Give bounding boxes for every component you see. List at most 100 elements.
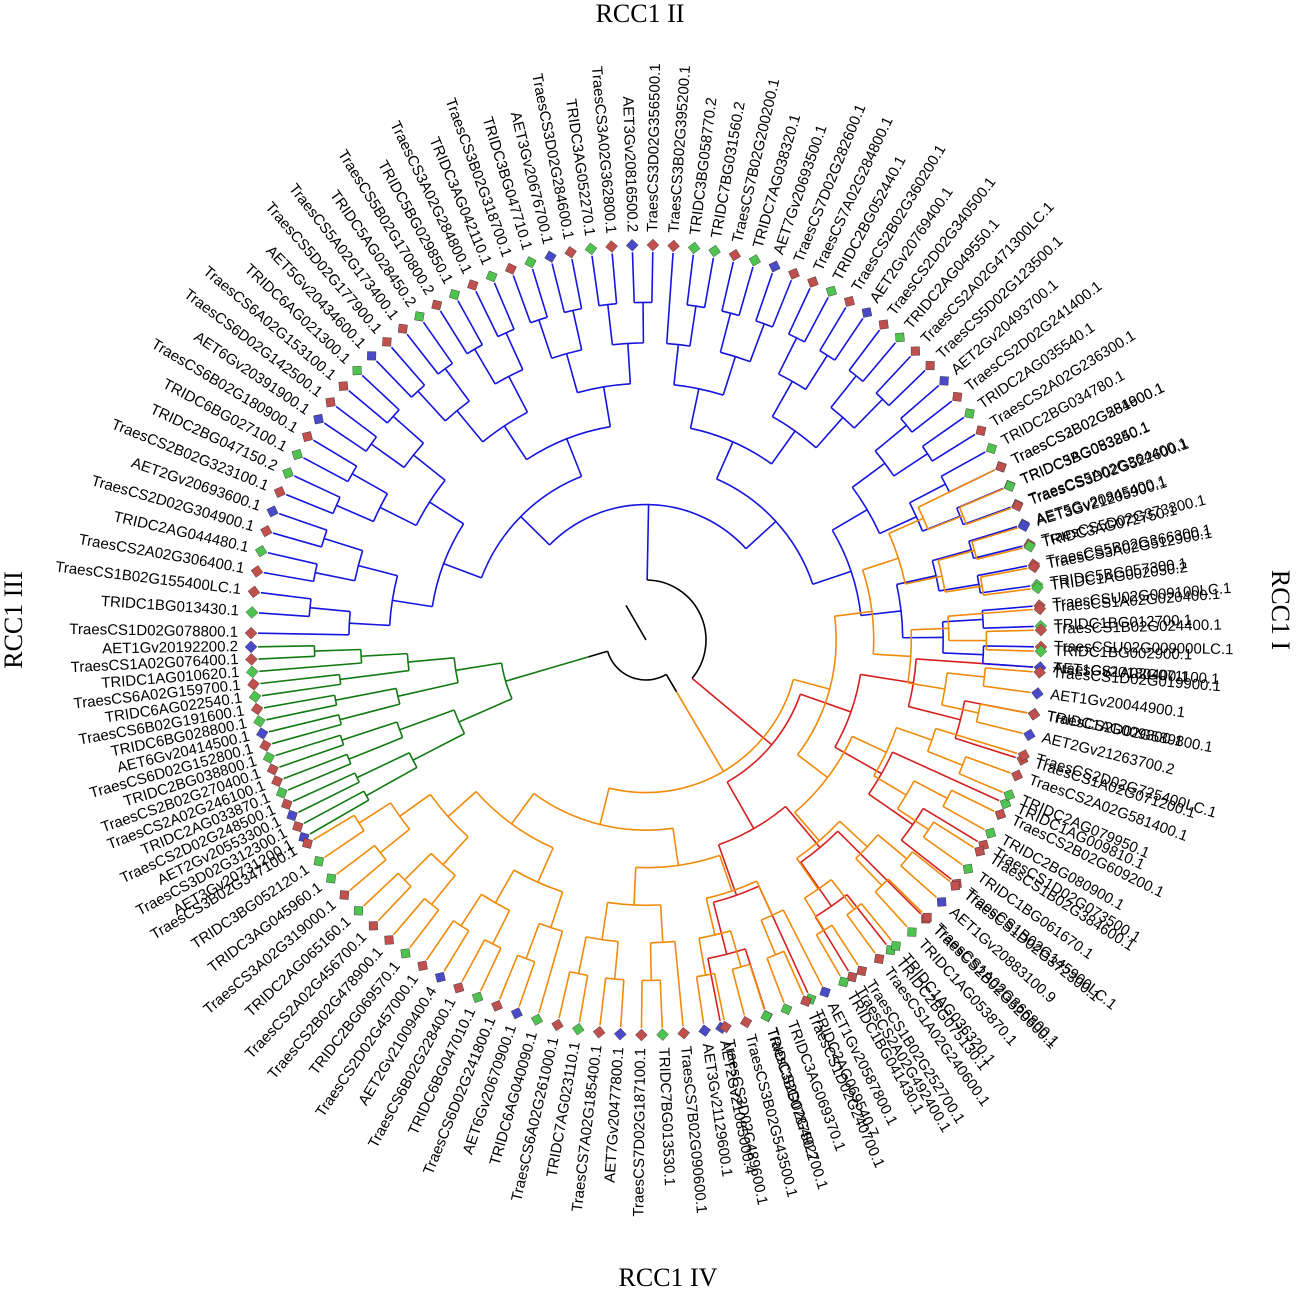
tip-branch <box>261 683 341 697</box>
tip-branch <box>982 662 1034 668</box>
clade-arc <box>846 903 862 916</box>
tip-marker <box>1011 499 1024 512</box>
clade-arc <box>766 950 785 959</box>
clade-arc <box>875 392 890 407</box>
tip-label: TraesCS1D02G078800.1 <box>69 621 238 641</box>
group-label-rcc1-i: RCC1 I <box>1266 570 1295 650</box>
tip-branch <box>900 839 952 880</box>
clade-stem <box>853 398 884 429</box>
clade-arc <box>666 342 691 347</box>
tip-branch <box>439 310 468 355</box>
tip-branch <box>275 734 341 757</box>
clade-stem <box>510 793 535 825</box>
tip-marker <box>271 775 283 788</box>
clade-arc <box>569 970 588 977</box>
clade-arc <box>396 721 404 738</box>
tip-label: AET3Gv20816500.2 <box>619 96 641 232</box>
tip-branch <box>923 836 963 866</box>
tip-marker <box>780 1003 793 1016</box>
tip-branch <box>888 369 926 407</box>
tip-marker <box>719 1020 732 1034</box>
tip-branch <box>976 721 1023 735</box>
clade-stem <box>851 462 886 488</box>
clade-stem <box>572 310 583 351</box>
tip-marker <box>994 808 1007 820</box>
tip-marker <box>1003 789 1016 801</box>
tip-branch <box>361 374 400 411</box>
tip-branch <box>457 300 484 346</box>
clade-stem <box>908 705 961 721</box>
tip-label: TraesCSU02G009000LC.1 <box>1054 638 1234 658</box>
clade-arc <box>941 672 948 706</box>
tip-branch <box>721 261 735 312</box>
clade-stem <box>860 673 914 684</box>
tip-branch <box>259 662 362 673</box>
tip-marker <box>367 351 377 361</box>
tip-marker <box>975 425 987 437</box>
tip-branch <box>336 844 376 875</box>
clade-stem <box>800 861 833 907</box>
group-stem <box>691 677 732 712</box>
tip-branch <box>917 469 996 508</box>
tip-marker <box>625 238 639 252</box>
clade-stem <box>537 847 554 883</box>
clade-stem <box>712 902 728 955</box>
clade-stem <box>698 938 707 976</box>
clade-stem <box>525 923 541 959</box>
clade-stem <box>358 802 392 824</box>
clade-stem <box>868 793 914 826</box>
clade-arc <box>605 977 624 981</box>
clade-stem <box>505 332 524 370</box>
clade-arc <box>403 442 425 468</box>
clade-arc <box>971 541 978 560</box>
clade-stem <box>905 575 943 585</box>
tip-marker <box>259 739 272 752</box>
tip-marker <box>1004 480 1016 492</box>
clade-stem <box>442 836 469 866</box>
tip-marker <box>449 289 460 301</box>
clade-stem <box>715 441 734 480</box>
tip-branch <box>703 257 715 308</box>
tip-branch <box>258 644 315 648</box>
clade-stem <box>379 828 411 854</box>
clade-stem <box>458 697 513 723</box>
clade-arc <box>339 735 345 746</box>
clade-arc <box>947 616 950 641</box>
clade-stem <box>403 852 432 881</box>
clade-arc <box>942 789 953 807</box>
tip-marker <box>281 798 293 810</box>
clade-arc <box>406 653 410 671</box>
tip-branch <box>959 488 1004 509</box>
tip-marker <box>856 965 868 977</box>
tip-marker <box>382 337 392 347</box>
tip-marker <box>414 311 425 322</box>
tip-branch <box>599 977 607 1026</box>
clade-stem <box>455 662 502 672</box>
tip-marker <box>302 431 313 442</box>
clade-stem <box>356 752 410 779</box>
tip-branch <box>409 909 440 949</box>
clade-arc <box>696 972 715 978</box>
clade-stem <box>888 517 924 535</box>
tip-marker <box>250 702 264 716</box>
clade-arc <box>788 333 805 343</box>
tip-marker <box>262 751 275 764</box>
clade-stem <box>873 653 911 658</box>
tip-branch <box>362 872 399 907</box>
tip-marker <box>964 408 975 419</box>
clade-stem <box>444 368 470 402</box>
tip-marker <box>326 873 337 884</box>
tip-branch <box>258 632 349 636</box>
tip-branch <box>935 727 1018 755</box>
tip-branch <box>578 975 589 1023</box>
tip-branch <box>674 941 684 1027</box>
tip-branch <box>272 532 322 548</box>
tip-branch <box>309 799 370 835</box>
clade-stem <box>633 867 637 906</box>
clade-stem <box>550 891 564 928</box>
clade-stem <box>812 570 852 585</box>
tip-branch <box>954 737 1017 759</box>
tip-marker <box>800 995 812 1007</box>
clade-stem <box>399 793 431 817</box>
tip-marker <box>1034 644 1048 658</box>
